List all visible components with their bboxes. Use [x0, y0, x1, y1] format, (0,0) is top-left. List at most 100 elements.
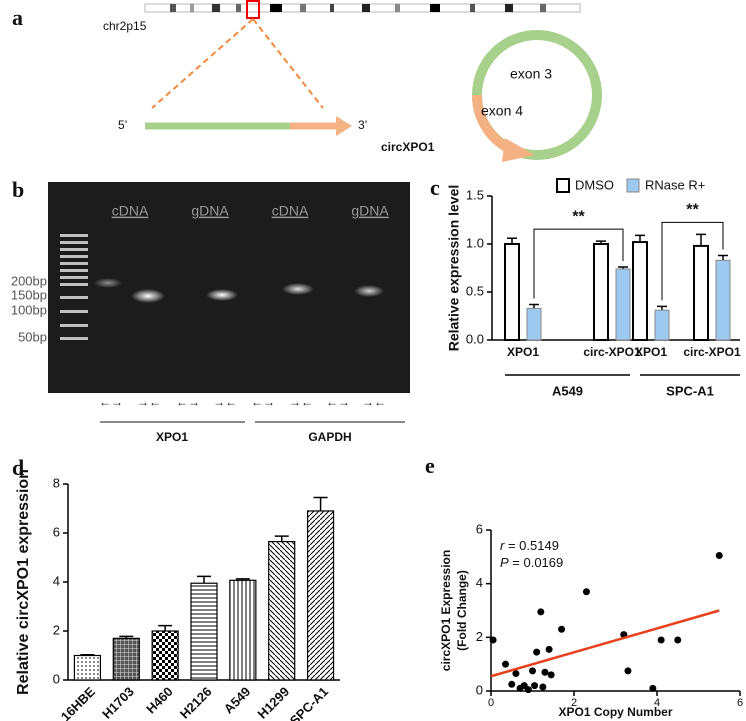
x-axis-label: XPO1 Copy Number — [558, 705, 672, 719]
arrowhead — [336, 116, 352, 136]
panel-label: d — [12, 455, 24, 480]
point — [508, 680, 516, 688]
exon4-label: exon 4 — [481, 103, 523, 119]
stat-value: = 0.0169 — [509, 555, 564, 570]
y-tick-label: 0.5 — [466, 283, 484, 298]
x-tick-label: circ-XPO1 — [583, 345, 641, 359]
y-tick-label: 1.0 — [466, 235, 484, 250]
error-bar — [657, 305, 667, 311]
y-tick-label: 1.5 — [466, 187, 484, 202]
bar — [593, 243, 609, 341]
bar — [190, 582, 218, 681]
bar — [112, 637, 140, 681]
ladder-label: 150bp — [11, 287, 47, 302]
bar — [654, 309, 670, 341]
ladder-label: 100bp — [11, 302, 47, 317]
error-bar — [274, 535, 289, 542]
error-bar — [718, 254, 728, 261]
y-tick-label: 0 — [53, 671, 60, 686]
lane-label: cDNA — [112, 203, 149, 219]
exon3-label: exon 3 — [510, 66, 552, 82]
lane-label: cDNA — [272, 203, 309, 219]
sig-label: ** — [686, 202, 699, 219]
y-tick-label: 0 — [476, 682, 483, 697]
y-axis-label: circXPO1 Expression — [439, 550, 453, 671]
x-tick-label: XPO1 — [635, 345, 667, 359]
sig-bracket — [661, 221, 724, 301]
point — [547, 671, 555, 679]
error-bar — [696, 233, 706, 246]
legend-label: DMSO — [575, 177, 614, 192]
gel-image — [48, 182, 410, 393]
y-tick-label: 2 — [53, 622, 60, 637]
gene-label: XPO1 — [156, 430, 188, 444]
x-tick-label: SPC-A1 — [287, 684, 331, 721]
x-tick-label: A549 — [221, 684, 254, 717]
lane-label: gDNA — [351, 203, 389, 219]
y-tick-label: 6 — [476, 521, 483, 536]
y-axis-label: Relative circXPO1 expression — [15, 469, 32, 695]
panel-label: c — [430, 175, 440, 200]
stat-symbol: P — [500, 555, 509, 570]
bar — [504, 243, 520, 341]
svg-text:←→: ←→ — [176, 395, 200, 409]
x-tick-label: H460 — [143, 684, 176, 717]
stat-annotation: r = 0.5149 — [500, 538, 559, 553]
bar — [229, 579, 257, 681]
y-axis-label: (Fold Change) — [455, 570, 469, 651]
point — [489, 636, 497, 644]
svg-text:←→: ←→ — [326, 395, 350, 409]
point — [533, 648, 541, 656]
bar — [632, 241, 648, 341]
y-tick-label: 4 — [53, 573, 60, 588]
lane-label: gDNA — [191, 203, 229, 219]
point — [545, 645, 553, 653]
bar — [526, 307, 542, 341]
stat-value: = 0.5149 — [504, 538, 559, 553]
point — [649, 684, 657, 692]
x-tick-label: H1703 — [99, 684, 137, 721]
error-bar — [529, 303, 539, 309]
x-tick-label: 2 — [571, 697, 577, 709]
group-label: SPC-A1 — [666, 383, 714, 398]
gene-label: GAPDH — [308, 430, 351, 444]
bar — [715, 259, 731, 341]
svg-text:→←: →← — [137, 395, 161, 409]
primer-arrows: ←→ →← ←→ →← ←→ →← ←→ →← — [99, 395, 386, 409]
ladder-label: 200bp — [11, 273, 47, 288]
point — [624, 667, 632, 675]
panel-label: a — [12, 5, 23, 30]
point — [524, 686, 532, 694]
sig-label: ** — [572, 208, 585, 225]
bar — [73, 654, 102, 681]
legend-swatch — [556, 178, 570, 193]
error-bar — [197, 575, 211, 584]
stat-annotation: P = 0.0169 — [500, 555, 563, 570]
point — [558, 625, 566, 633]
error-bar — [635, 234, 645, 243]
point — [539, 683, 547, 691]
point — [502, 660, 510, 668]
panel-label: b — [12, 177, 24, 202]
legend-label: RNase R+ — [645, 177, 705, 192]
bar — [615, 268, 631, 341]
three-prime: 3’ — [358, 118, 367, 132]
x-tick-label: circ-XPO1 — [683, 345, 741, 359]
y-tick-label: 2 — [476, 629, 483, 644]
legend-swatch — [626, 178, 640, 193]
x-tick-label: XPO1 — [507, 345, 539, 359]
svg-text:→←: →← — [289, 395, 313, 409]
x-tick-label: 0 — [488, 697, 494, 709]
x-tick-label: H1299 — [255, 684, 293, 721]
bar — [268, 540, 296, 681]
y-tick-label: 0.0 — [466, 331, 484, 346]
bar — [693, 244, 709, 341]
point — [512, 670, 520, 678]
fit-line — [490, 609, 720, 678]
y-tick-label: 4 — [476, 575, 483, 590]
ladder-label: 50bp — [18, 329, 47, 344]
y-axis-label: Relative expression level — [446, 185, 462, 352]
point — [582, 588, 590, 596]
point — [657, 636, 665, 644]
